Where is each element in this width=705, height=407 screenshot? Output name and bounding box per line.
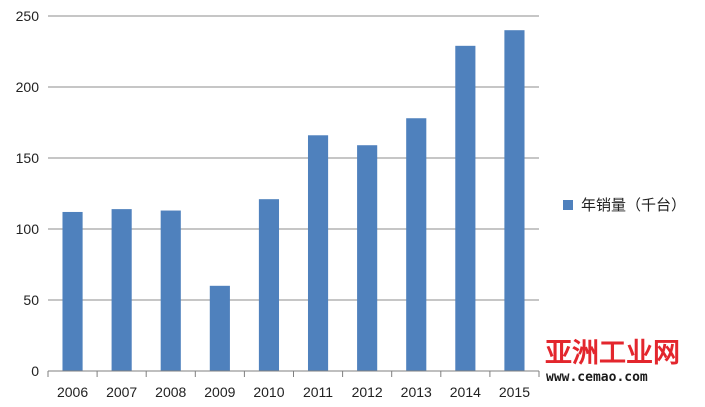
- x-tick-label: 2008: [155, 384, 186, 400]
- y-tick-label: 100: [16, 221, 40, 237]
- bar-2012: [357, 145, 378, 371]
- x-tick-label: 2013: [401, 384, 432, 400]
- x-tick-label: 2007: [106, 384, 137, 400]
- x-tick-label: 2011: [303, 384, 333, 400]
- watermark-url: www.cemao.com: [546, 370, 648, 385]
- x-tick-label: 2009: [204, 384, 235, 400]
- bar-2010: [258, 199, 280, 371]
- y-tick-label: 50: [23, 292, 39, 308]
- bar-2014: [455, 45, 476, 371]
- legend-swatch: [563, 200, 573, 210]
- x-tick-label: 2010: [253, 384, 284, 400]
- x-tick-label: 2012: [352, 384, 383, 400]
- x-tick-label: 2014: [450, 384, 481, 400]
- bar-2013: [406, 118, 427, 372]
- y-tick-label: 0: [31, 363, 39, 379]
- legend: 年销量（千台）: [563, 196, 686, 214]
- watermark: 亚洲工业网 www.cemao.com: [545, 338, 680, 385]
- x-axis-ticks: [47, 371, 540, 377]
- y-tick-label: 250: [16, 8, 40, 24]
- bar-2007: [111, 209, 132, 371]
- y-tick-label: 150: [16, 150, 40, 166]
- bar-2015: [504, 30, 525, 371]
- y-axis-tick-labels: 0 50 100 150 200 250: [16, 8, 40, 379]
- x-axis-tick-labels: 2006 2007 2008 2009 2010 2011 2012 2013 2014 2015: [57, 384, 530, 400]
- watermark-brand: 亚洲工业网: [545, 338, 680, 369]
- x-tick-label: 2015: [499, 384, 530, 400]
- bar-2009: [209, 285, 230, 371]
- bar-2011: [307, 135, 329, 371]
- legend-label: 年销量（千台）: [581, 196, 686, 214]
- bar-2006: [62, 211, 83, 371]
- y-tick-label: 200: [16, 79, 40, 95]
- x-tick-label: 2006: [57, 384, 88, 400]
- bar-2008: [160, 210, 181, 371]
- bar-series: [62, 30, 525, 372]
